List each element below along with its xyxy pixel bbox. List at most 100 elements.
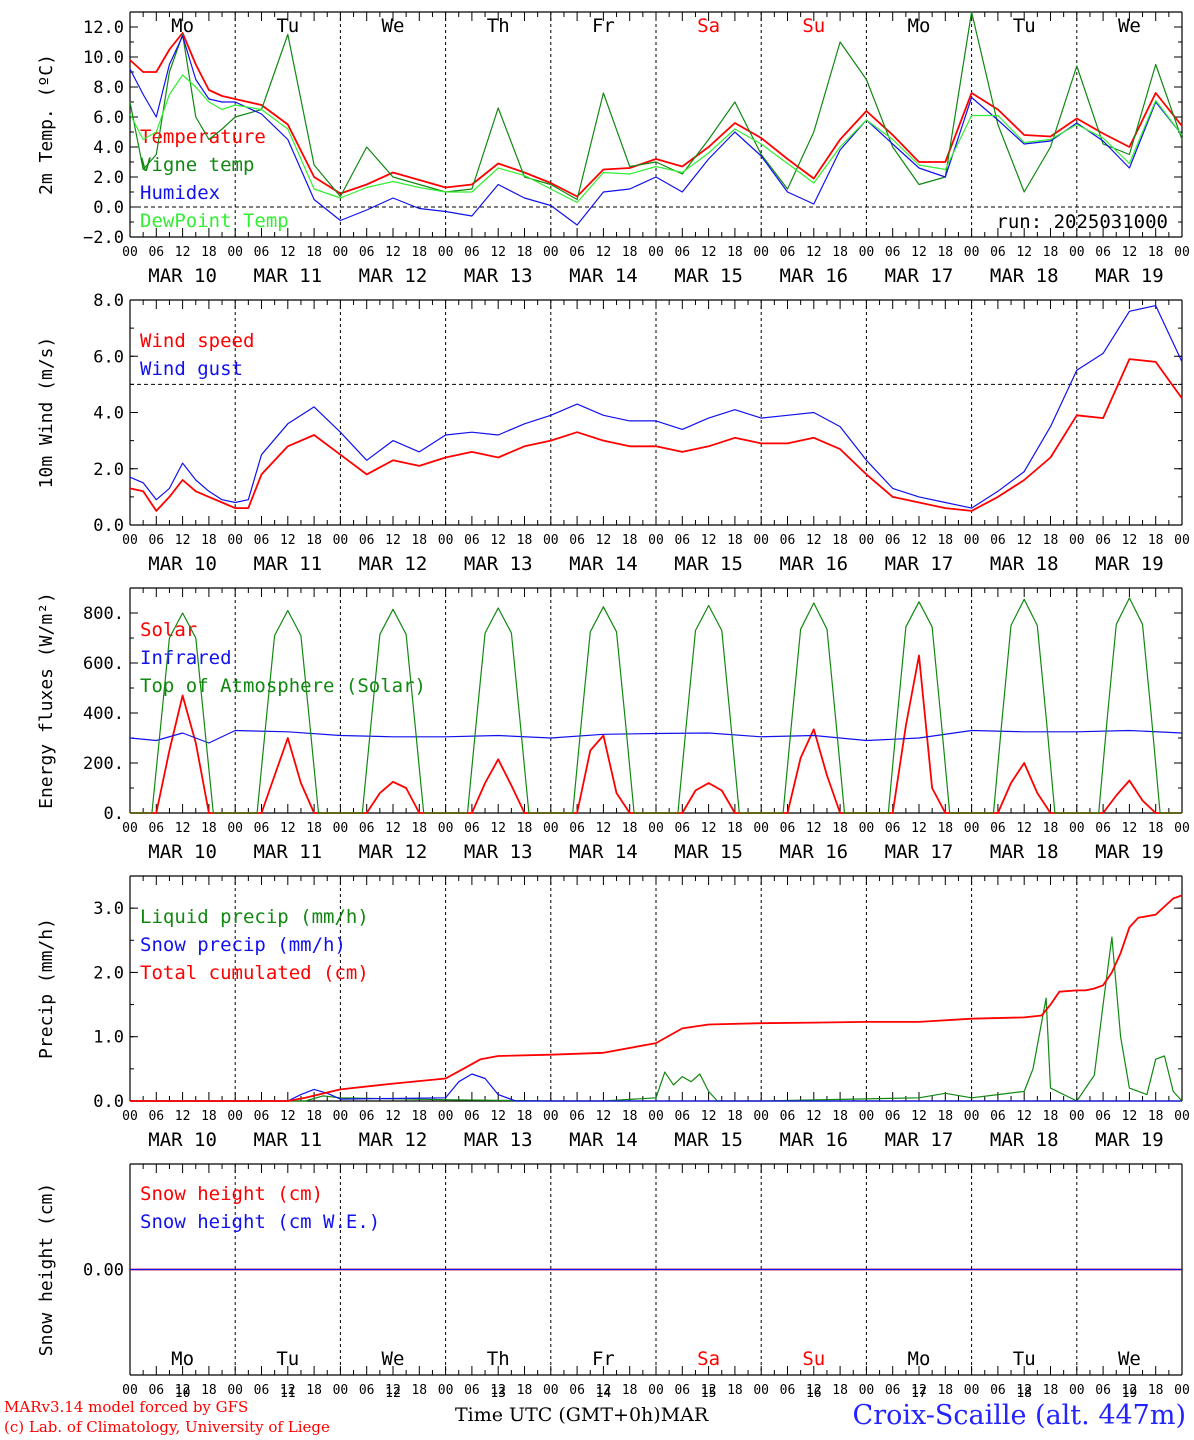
hour-tick-label: 12 [911, 533, 927, 548]
day-number-label: 19 [1122, 1386, 1138, 1400]
hour-tick-label: 00 [964, 1109, 980, 1124]
y-axis-label: Energy fluxes (W/m²) [36, 592, 57, 809]
hour-tick-label: 00 [227, 1109, 243, 1124]
hour-tick-label: 00 [438, 1109, 454, 1124]
hour-tick-label: 00 [1174, 533, 1190, 548]
hour-tick-label: 12 [596, 821, 612, 836]
hour-tick-label: 12 [385, 533, 401, 548]
series-line-wind-gust [129, 305, 1183, 509]
hour-tick-label: 00 [859, 821, 875, 836]
hour-tick-label: 06 [1095, 1383, 1111, 1398]
hour-tick-label: 00 [648, 1109, 664, 1124]
panel-1: −2.0 0.0 2.0 4.0 6.0 8.0 10.0 12.0 2m Temp. (ºC)… [36, 11, 1190, 287]
hour-tick-label: 06 [569, 1109, 585, 1124]
day-number-label: 16 [806, 1386, 822, 1400]
hour-tick-label: 18 [411, 533, 427, 548]
series-line-wind-speed [129, 358, 1183, 512]
hour-tick-label: 00 [1174, 1383, 1190, 1398]
hour-tick-label: 06 [674, 821, 690, 836]
hour-tick-label: 18 [1148, 821, 1164, 836]
y-tick-label: 2.0 [93, 460, 124, 480]
hour-tick-label: 06 [359, 821, 375, 836]
hour-tick-label: 00 [438, 533, 454, 548]
weekday-label: We [382, 15, 405, 37]
hour-tick-label: 00 [1069, 245, 1085, 260]
hour-tick-label: 18 [306, 1383, 322, 1398]
hour-tick-label: 18 [1043, 245, 1059, 260]
hour-tick-label: 06 [464, 533, 480, 548]
hour-tick-label: 12 [701, 533, 717, 548]
date-label: MAR 13 [464, 1129, 533, 1151]
meteogram-chart: −2.0 0.0 2.0 4.0 6.0 8.0 10.0 12.0 2m Temp. (ºC)… [36, 11, 1190, 1400]
hour-tick-label: 18 [201, 245, 217, 260]
hour-tick-label: 00 [543, 533, 559, 548]
date-label: MAR 16 [779, 553, 848, 575]
hour-tick-label: 00 [859, 533, 875, 548]
day-number-label: 10 [175, 1386, 191, 1400]
date-label: MAR 17 [885, 553, 954, 575]
hour-tick-label: 12 [175, 1383, 191, 1398]
y-tick-label: −2.0 [83, 228, 124, 248]
hour-tick-label: 18 [937, 1109, 953, 1124]
hour-tick-label: 06 [780, 821, 796, 836]
hour-tick-label: 12 [490, 1109, 506, 1124]
legend-entry: Snow precip (mm/h) [140, 934, 346, 956]
hour-tick-label: 00 [964, 821, 980, 836]
legend-entry: Wind gust [140, 358, 243, 380]
hour-tick-label: 06 [674, 245, 690, 260]
hour-tick-label: 12 [806, 1383, 822, 1398]
date-label: MAR 11 [253, 841, 322, 863]
series-line-vigne-temp [129, 11, 1183, 201]
hour-tick-label: 18 [306, 821, 322, 836]
y-tick-label: 3.0 [93, 899, 124, 919]
weekday-label: Tu [276, 1348, 299, 1370]
date-label: MAR 13 [464, 553, 533, 575]
date-label: MAR 16 [779, 265, 848, 287]
hour-tick-label: 00 [333, 533, 349, 548]
y-tick-label: 0.0 [93, 1092, 124, 1112]
hour-tick-label: 12 [175, 821, 191, 836]
hour-tick-label: 00 [753, 1383, 769, 1398]
hour-tick-label: 18 [201, 533, 217, 548]
hour-tick-label: 12 [280, 245, 296, 260]
panel-2: 0.0 2.0 4.0 6.0 8.0 10m Wind (m/s) 00 06 12 18 00 0… [36, 291, 1190, 575]
station-name: Croix-Scaille (alt. 447m) [852, 1400, 1186, 1431]
day-number-label: 13 [490, 1386, 506, 1400]
hour-tick-label: 06 [990, 533, 1006, 548]
series-line-snow-precip-mm-h [130, 1073, 1182, 1102]
date-label: MAR 14 [569, 1129, 638, 1151]
weekday-label: We [1118, 15, 1141, 37]
hour-tick-label: 00 [1174, 1109, 1190, 1124]
legend-entry: Top of Atmosphere (Solar) [140, 675, 426, 697]
hour-tick-label: 00 [122, 245, 138, 260]
hour-tick-label: 06 [674, 533, 690, 548]
date-label: MAR 19 [1095, 553, 1164, 575]
hour-tick-label: 06 [569, 1383, 585, 1398]
hour-tick-label: 18 [1148, 1109, 1164, 1124]
y-tick-label: 6.0 [93, 347, 124, 367]
date-label: MAR 13 [464, 265, 533, 287]
hour-tick-label: 12 [1016, 821, 1032, 836]
series-line-top-of-atmosphere-solar [130, 597, 1182, 814]
hour-tick-label: 06 [1095, 245, 1111, 260]
hour-tick-label: 06 [569, 821, 585, 836]
day-number-label: 12 [385, 1386, 401, 1400]
hour-tick-label: 00 [543, 1109, 559, 1124]
hour-tick-label: 12 [701, 245, 717, 260]
legend-entry: Total cumulated (cm) [140, 962, 369, 984]
hour-tick-label: 18 [727, 1383, 743, 1398]
hour-tick-label: 12 [596, 245, 612, 260]
series-line-total-cumulated-cm [130, 894, 1183, 1102]
hour-tick-label: 00 [333, 245, 349, 260]
time-axis-label: Time UTC (GMT+0h)MAR [455, 1404, 709, 1426]
date-label: MAR 12 [359, 553, 428, 575]
day-number-label: 18 [1016, 1386, 1032, 1400]
hour-tick-label: 12 [490, 1383, 506, 1398]
hour-tick-label: 00 [543, 821, 559, 836]
lab-credit: (c) Lab. of Climatology, University of L… [4, 1418, 330, 1436]
date-label: MAR 10 [148, 841, 217, 863]
hour-tick-label: 18 [201, 1383, 217, 1398]
legend-entry: Wind speed [140, 330, 254, 352]
run-annotation: run: 2025031000 [996, 211, 1168, 233]
y-tick-label: 10.0 [83, 48, 124, 68]
